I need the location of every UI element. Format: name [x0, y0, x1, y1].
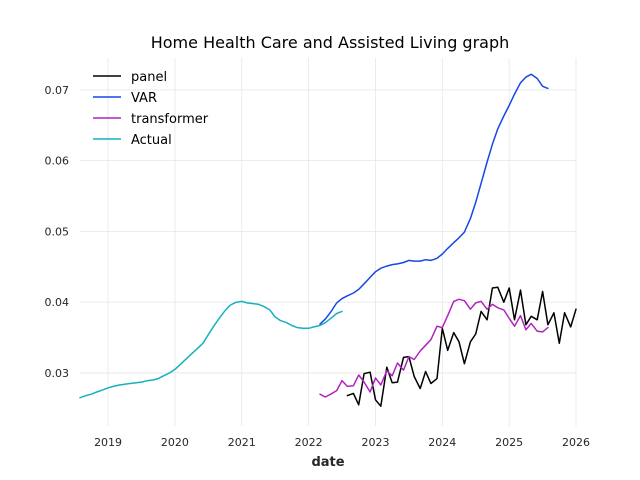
series-line-panel: [346, 286, 577, 407]
y-tick-label: 0.06: [45, 155, 70, 168]
x-axis-label: date: [311, 455, 344, 470]
x-tick-label: 2025: [495, 436, 523, 449]
grid-layer: [80, 58, 577, 426]
legend-label-transformer: transformer: [131, 112, 209, 127]
x-tick-label: 2023: [361, 436, 389, 449]
x-tick-label: 2024: [428, 436, 456, 449]
x-tick-label: 2022: [295, 436, 323, 449]
legend: panel VAR transformer Actual: [93, 70, 209, 148]
legend-label-var: VAR: [131, 91, 157, 106]
legend-label-panel: panel: [131, 70, 167, 85]
y-tick-label: 0.07: [45, 84, 70, 97]
series-layer: [79, 73, 577, 407]
x-axis-ticks: 2019 2020 2021 2022 2023 2024 2025 2026: [94, 436, 590, 449]
series-line-var: [319, 73, 549, 325]
y-tick-label: 0.05: [45, 225, 70, 238]
y-tick-label: 0.03: [45, 367, 70, 380]
series-line-transformer: [319, 298, 549, 398]
x-tick-label: 2019: [94, 436, 122, 449]
series-line-actual: [79, 300, 343, 399]
x-tick-label: 2021: [228, 436, 256, 449]
y-tick-label: 0.04: [45, 296, 70, 309]
y-axis-ticks: 0.03 0.04 0.05 0.06 0.07: [45, 84, 70, 380]
x-tick-label: 2020: [161, 436, 189, 449]
legend-label-actual: Actual: [131, 133, 172, 148]
chart-title: Home Health Care and Assisted Living gra…: [151, 33, 510, 52]
x-tick-label: 2026: [562, 436, 590, 449]
